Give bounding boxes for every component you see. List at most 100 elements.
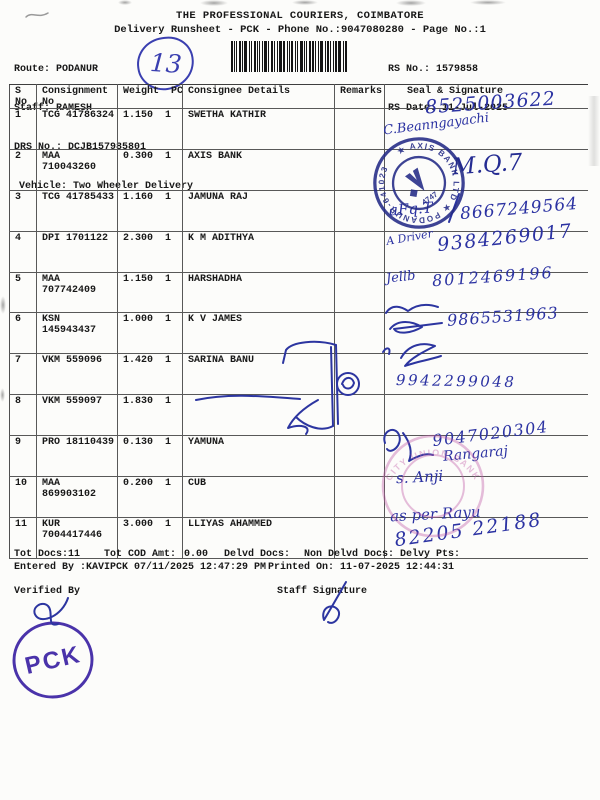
table-row: 4 DPI 1701122 2.300 1 K M ADITHYA xyxy=(9,231,588,273)
cell-s-no: 3 xyxy=(9,190,37,232)
table-row: 1 TCG 41786324 1.150 1 SWETHA KATHIR xyxy=(9,108,588,150)
consignment-no-value: MAA 710043260 xyxy=(42,150,97,173)
verified-by-label: Verified By xyxy=(14,586,81,597)
entered-by-line: Entered By :KAVIPCK 07/11/2025 12:47:29 … xyxy=(14,562,267,573)
cell-consignee: LLIYAS AHAMMED xyxy=(182,517,335,559)
header-seal-signature: Seal & Signature xyxy=(384,84,588,109)
cell-weight-pcs: 2.300 1 xyxy=(117,231,183,273)
page-mark-number: 13 xyxy=(148,47,183,80)
cell-weight-pcs: 1.150 1 xyxy=(117,108,183,150)
cell-weight-pcs: 1.150 1 xyxy=(117,272,183,314)
pck-stamp: PCK xyxy=(12,621,94,699)
pcs-value: 1 xyxy=(165,191,172,203)
table-row: 11 KUR 7004417446 3.000 1 LLIYAS AHAMMED xyxy=(9,517,588,559)
consignee-value: K V JAMES xyxy=(188,314,243,326)
signature-flourish-row9 xyxy=(383,428,434,462)
cell-consignment-no: VKM 559097 xyxy=(36,394,118,437)
city-union-bank-stamp: CITY UNION BANK xyxy=(381,434,485,538)
handwritten-signature-row5: Jellb xyxy=(385,268,417,287)
cell-consignment-no: MAA 869903102 xyxy=(36,476,118,518)
pcs-value: 1 xyxy=(165,110,172,121)
staff-signature-scribble xyxy=(322,581,347,624)
consignment-no-value: KSN 145943437 xyxy=(42,314,97,337)
document-title: THE PROFESSIONAL COURIERS, COIMBATORE xyxy=(176,10,424,22)
cell-seal-signature xyxy=(384,312,588,355)
delvy-pts-label: Delvy Pts: xyxy=(400,549,461,560)
barcode-icon xyxy=(231,41,352,72)
cell-remarks xyxy=(334,476,385,518)
consignee-value: JAMUNA RAJ xyxy=(188,191,249,203)
cell-weight-pcs: 1.830 1 xyxy=(117,394,183,437)
pcs-value: 1 xyxy=(165,478,172,490)
s-no-value: 5 xyxy=(15,273,22,285)
pcs-value: 1 xyxy=(165,314,172,326)
cell-consignment-no: VKM 559096 xyxy=(36,353,118,396)
scan-smudge xyxy=(292,0,318,5)
cell-consignee: K M ADITHYA xyxy=(182,231,335,273)
consignment-no-value: PRO 18110439 xyxy=(42,437,115,449)
s-no-value: 11 xyxy=(15,518,28,530)
cell-s-no: 1 xyxy=(9,108,37,150)
consignee-value: SARINA BANU xyxy=(188,355,255,367)
table-row: 8 VKM 559097 1.830 1 xyxy=(9,394,588,437)
delvd-docs-label: Delvd Docs: xyxy=(224,549,291,560)
table-row: 7 VKM 559096 1.420 1 SARINA BANU xyxy=(9,353,588,396)
weight-value: 3.000 xyxy=(123,518,154,530)
weight-value: 0.200 xyxy=(123,478,154,490)
route-label: Route: xyxy=(14,64,51,75)
cell-consignment-no: DPI 1701122 xyxy=(36,231,118,273)
cell-remarks xyxy=(334,272,385,314)
cell-remarks xyxy=(334,108,385,150)
consignment-no-value: VKM 559096 xyxy=(42,355,103,367)
consignment-no-value: KUR 7004417446 xyxy=(42,518,103,541)
cell-consignment-no: PRO 18110439 xyxy=(36,435,118,478)
table-row: 3 TCG 41785433 1.160 1 JAMUNA RAJ xyxy=(9,190,588,232)
header-pcs: PCS xyxy=(171,86,183,97)
consignment-no-value: TCG 41785433 xyxy=(42,191,115,203)
cell-weight-pcs: 0.300 1 xyxy=(117,149,183,191)
runsheet-table: S No Consignment No Weight PCS Consignee … xyxy=(9,84,588,559)
scan-smudge xyxy=(396,0,426,6)
cell-consignment-no: MAA 710043260 xyxy=(36,149,118,191)
consignee-value: CUB xyxy=(188,478,207,490)
cell-weight-pcs: 1.000 1 xyxy=(117,312,183,355)
header-weight: Weight xyxy=(123,86,160,97)
consignee-value: AXIS BANK xyxy=(188,150,243,162)
table-header-row: S No Consignment No Weight PCS Consignee … xyxy=(9,84,588,109)
cell-s-no: 10 xyxy=(9,476,37,518)
header-weight-pcs: Weight PCS xyxy=(117,84,183,109)
s-no-value: 8 xyxy=(15,396,22,408)
cell-seal-signature xyxy=(384,394,588,437)
cell-consignee: YAMUNA xyxy=(182,435,335,478)
cell-consignee: CUB xyxy=(182,476,335,518)
header-s-no: S No xyxy=(9,84,37,109)
consignee-value: LLIYAS AHAMMED xyxy=(188,518,273,530)
pcs-value: 1 xyxy=(165,437,172,449)
cell-remarks xyxy=(334,394,385,437)
handwritten-phone-row7: 9942299048 xyxy=(395,370,517,392)
runsheet-table-body: 1 TCG 41786324 1.150 1 SWETHA KATHIR 2 MA… xyxy=(9,108,588,559)
consignee-value: K M ADITHYA xyxy=(188,232,255,244)
weight-value: 1.160 xyxy=(123,191,154,203)
signature-scribble-row6 xyxy=(385,303,443,334)
cell-s-no: 7 xyxy=(9,353,37,396)
signature-scribble-row7 xyxy=(382,343,442,367)
pcs-value: 1 xyxy=(165,518,172,530)
cell-remarks xyxy=(334,231,385,273)
cell-remarks xyxy=(334,517,385,559)
header-consignment-no: Consignment No xyxy=(36,84,118,109)
consignment-no-value: TCG 41786324 xyxy=(42,110,115,121)
cell-consignee: SARINA BANU xyxy=(182,353,335,396)
non-delvd-docs-label: Non Delvd Docs: xyxy=(304,549,395,560)
cell-consignment-no: KSN 145943437 xyxy=(36,312,118,355)
cell-seal-signature xyxy=(384,517,588,559)
s-no-value: 2 xyxy=(15,150,22,162)
tot-cod-value: 0.00 xyxy=(184,549,209,560)
consignment-no-value: MAA 869903102 xyxy=(42,478,97,501)
cell-weight-pcs: 1.420 1 xyxy=(117,353,183,396)
s-no-value: 1 xyxy=(15,110,22,121)
pcs-value: 1 xyxy=(165,396,172,408)
weight-value: 1.830 xyxy=(123,396,154,408)
table-row: 9 PRO 18110439 0.130 1 YAMUNA xyxy=(9,435,588,478)
